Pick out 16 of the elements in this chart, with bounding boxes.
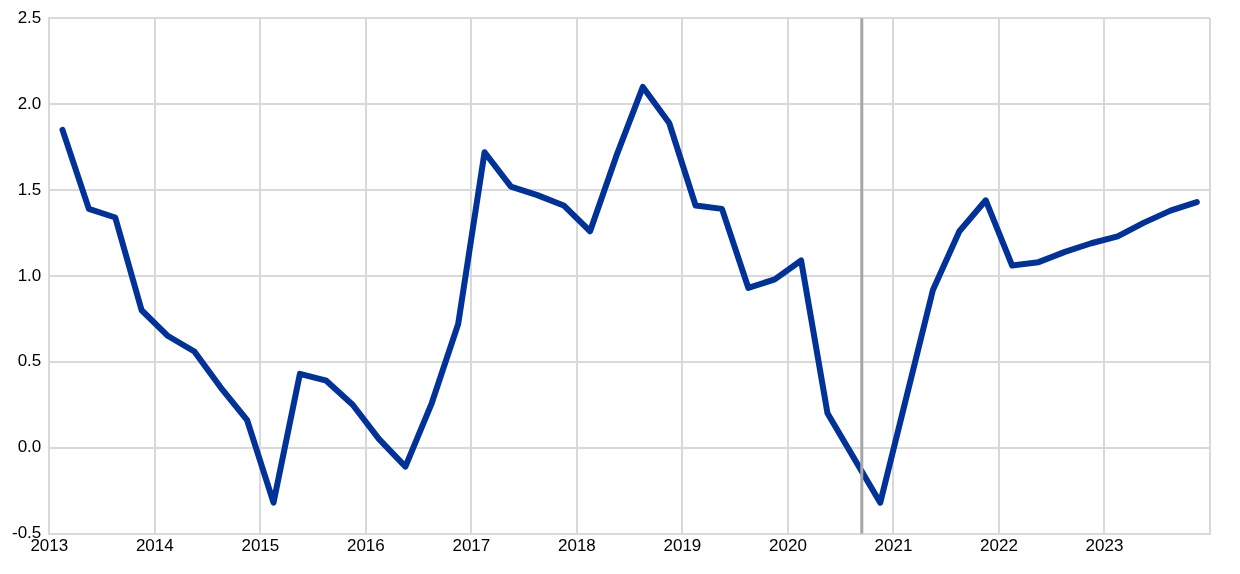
x-tick-label: 2019 (663, 536, 702, 556)
y-tick-label: 1.5 (17, 179, 42, 199)
x-tick-label: 2017 (452, 536, 491, 556)
y-tick-label: 0.0 (17, 437, 42, 457)
x-tick-label: 2022 (980, 536, 1018, 556)
y-tick-label: 1.0 (17, 265, 42, 285)
x-tick-label: 2015 (241, 536, 280, 556)
x-tick-label: 2023 (1085, 536, 1124, 556)
x-tick-label: 2014 (135, 536, 174, 556)
x-tick-label: 2020 (769, 536, 807, 556)
x-tick-label: 2021 (874, 536, 913, 556)
x-tick-label: 2018 (557, 536, 596, 556)
y-tick-label: 2.5 (17, 7, 42, 27)
y-tick-label: 2.0 (17, 93, 42, 113)
x-tick-label: 2016 (346, 536, 385, 556)
y-tick-label: 0.5 (17, 351, 42, 371)
